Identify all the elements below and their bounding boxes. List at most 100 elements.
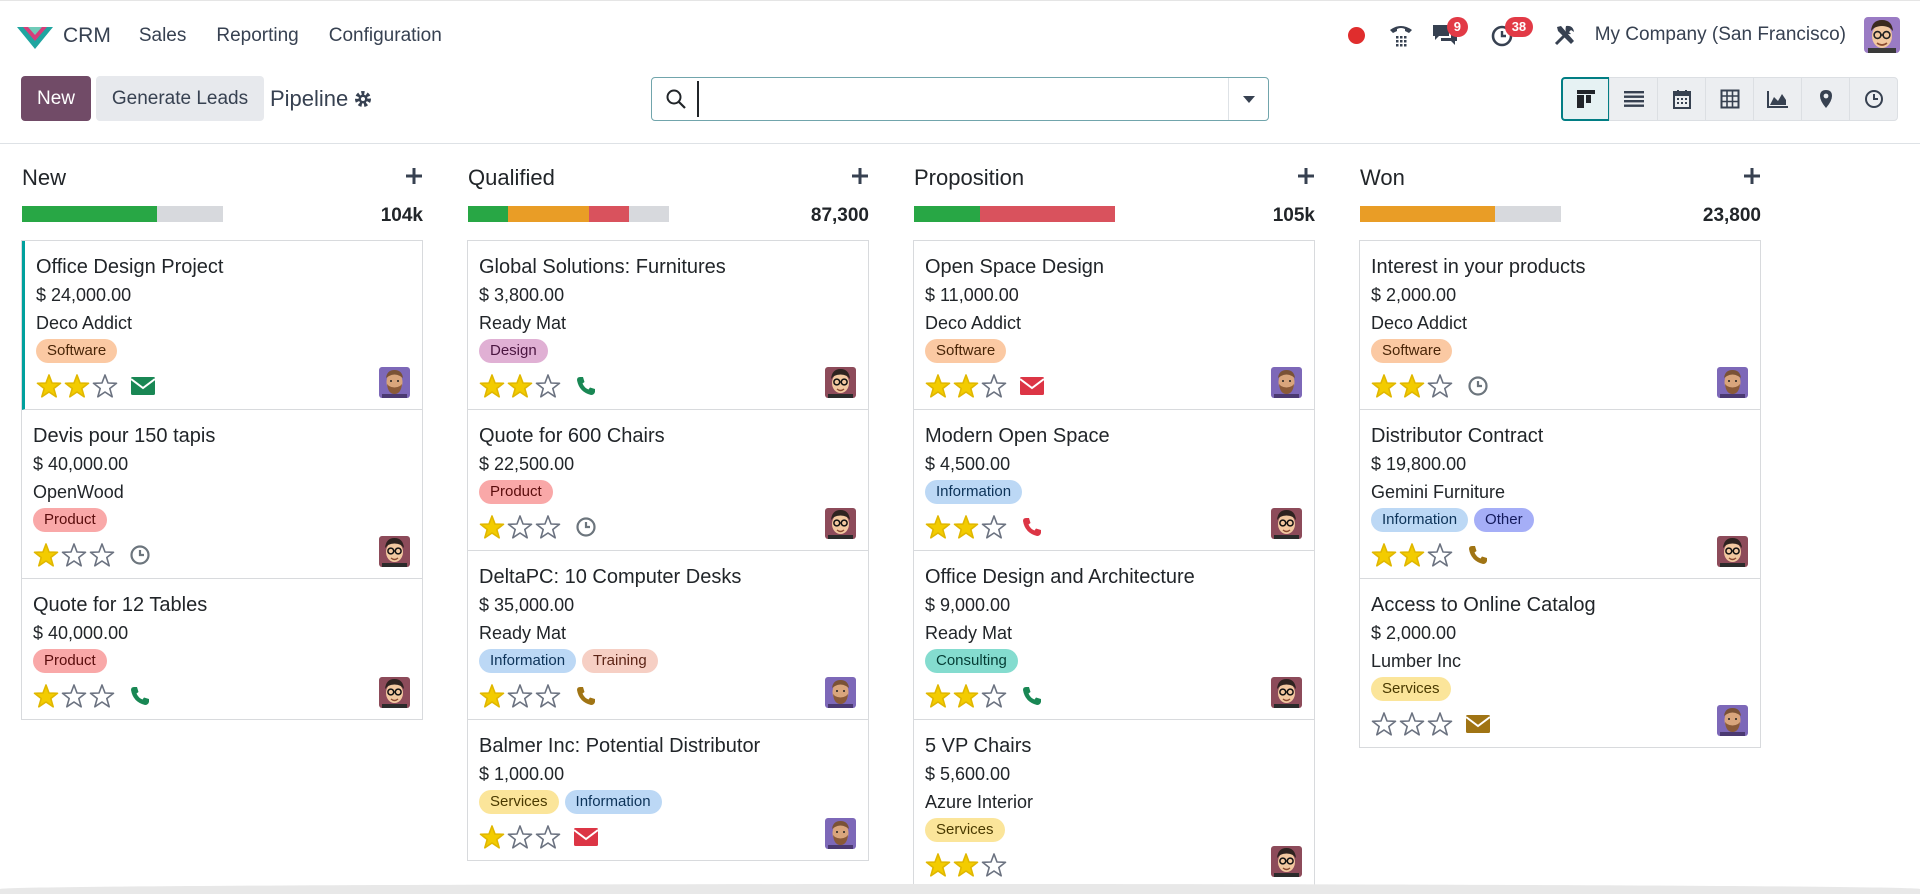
generate-leads-button[interactable]: Generate Leads xyxy=(96,76,264,121)
salesperson-avatar[interactable] xyxy=(1271,846,1302,877)
phone-icon[interactable] xyxy=(1019,683,1045,709)
star-empty-icon[interactable] xyxy=(89,683,115,709)
kanban-card[interactable]: Interest in your products $ 2,000.00 Deco … xyxy=(1360,241,1760,410)
star-filled-icon[interactable] xyxy=(1371,542,1397,568)
kanban-card[interactable]: Quote for 600 Chairs $ 22,500.00 Product xyxy=(468,410,868,551)
kanban-card[interactable]: Office Design and Architecture $ 9,000.00… xyxy=(914,551,1314,720)
voip-button[interactable] xyxy=(1381,15,1421,55)
email-icon[interactable] xyxy=(130,373,156,399)
column-progress-bar[interactable] xyxy=(468,206,669,222)
kanban-card[interactable]: 5 VP Chairs $ 5,600.00 Azure Interior Servi… xyxy=(914,720,1314,888)
view-graph-button[interactable] xyxy=(1753,77,1802,121)
star-empty-icon[interactable] xyxy=(507,824,533,850)
kanban-card[interactable]: Open Space Design $ 11,000.00 Deco Addict S… xyxy=(914,241,1314,410)
add-card-button[interactable] xyxy=(1743,167,1761,185)
view-activity-button[interactable] xyxy=(1849,77,1898,121)
star-filled-icon[interactable] xyxy=(33,542,59,568)
kanban-card[interactable]: Global Solutions: Furnitures $ 3,800.00 Re… xyxy=(468,241,868,410)
salesperson-avatar[interactable] xyxy=(1717,705,1748,736)
phone-icon[interactable] xyxy=(1465,542,1491,568)
progress-segment[interactable] xyxy=(914,206,981,222)
progress-segment[interactable] xyxy=(508,206,589,222)
star-filled-icon[interactable] xyxy=(1399,373,1425,399)
recording-indicator[interactable] xyxy=(1337,15,1377,55)
user-avatar[interactable] xyxy=(1864,17,1900,53)
star-filled-icon[interactable] xyxy=(953,852,979,878)
star-empty-icon[interactable] xyxy=(981,514,1007,540)
star-empty-icon[interactable] xyxy=(507,514,533,540)
email-icon[interactable] xyxy=(573,824,599,850)
star-filled-icon[interactable] xyxy=(1371,373,1397,399)
column-progress-bar[interactable] xyxy=(1360,206,1561,222)
star-empty-icon[interactable] xyxy=(1427,542,1453,568)
salesperson-avatar[interactable] xyxy=(825,367,856,398)
star-filled-icon[interactable] xyxy=(925,683,951,709)
star-empty-icon[interactable] xyxy=(1427,373,1453,399)
star-filled-icon[interactable] xyxy=(64,373,90,399)
star-filled-icon[interactable] xyxy=(479,373,505,399)
star-filled-icon[interactable] xyxy=(36,373,62,399)
menu-reporting[interactable]: Reporting xyxy=(216,24,299,46)
salesperson-avatar[interactable] xyxy=(825,818,856,849)
phone-icon[interactable] xyxy=(1019,514,1045,540)
kanban-card[interactable]: DeltaPC: 10 Computer Desks $ 35,000.00 Rea… xyxy=(468,551,868,720)
salesperson-avatar[interactable] xyxy=(825,508,856,539)
clock-icon[interactable] xyxy=(1465,373,1491,399)
salesperson-avatar[interactable] xyxy=(1271,677,1302,708)
star-filled-icon[interactable] xyxy=(1399,542,1425,568)
menu-configuration[interactable]: Configuration xyxy=(328,24,442,46)
column-progress-bar[interactable] xyxy=(914,206,1115,222)
search-input[interactable] xyxy=(697,81,1228,117)
view-calendar-button[interactable] xyxy=(1657,77,1706,121)
email-icon[interactable] xyxy=(1465,711,1491,737)
app-brand[interactable]: CRM xyxy=(17,21,111,51)
star-empty-icon[interactable] xyxy=(1399,711,1425,737)
salesperson-avatar[interactable] xyxy=(379,677,410,708)
star-filled-icon[interactable] xyxy=(925,514,951,540)
star-empty-icon[interactable] xyxy=(61,683,87,709)
star-empty-icon[interactable] xyxy=(61,542,87,568)
kanban-card[interactable]: Office Design Project $ 24,000.00 Deco Add… xyxy=(22,241,422,410)
search-options-toggle[interactable] xyxy=(1228,78,1268,120)
activities-button[interactable]: 38 xyxy=(1483,15,1534,55)
star-empty-icon[interactable] xyxy=(981,683,1007,709)
email-icon[interactable] xyxy=(1019,373,1045,399)
star-empty-icon[interactable] xyxy=(535,683,561,709)
progress-segment[interactable] xyxy=(468,206,509,222)
star-empty-icon[interactable] xyxy=(92,373,118,399)
kanban-card[interactable]: Distributor Contract $ 19,800.00 Gemini Fu… xyxy=(1360,410,1760,579)
star-filled-icon[interactable] xyxy=(507,373,533,399)
star-filled-icon[interactable] xyxy=(479,824,505,850)
star-empty-icon[interactable] xyxy=(981,373,1007,399)
progress-segment[interactable] xyxy=(1360,206,1495,222)
star-empty-icon[interactable] xyxy=(535,824,561,850)
progress-segment[interactable] xyxy=(588,206,629,222)
star-filled-icon[interactable] xyxy=(953,373,979,399)
star-filled-icon[interactable] xyxy=(479,514,505,540)
messages-button[interactable]: 9 xyxy=(1425,15,1468,55)
clock-icon[interactable] xyxy=(573,514,599,540)
view-pivot-button[interactable] xyxy=(1705,77,1754,121)
view-map-button[interactable] xyxy=(1801,77,1850,121)
view-kanban-button[interactable] xyxy=(1561,77,1610,121)
kanban-card[interactable]: Access to Online Catalog $ 2,000.00 Lumber… xyxy=(1360,579,1760,747)
star-filled-icon[interactable] xyxy=(479,683,505,709)
salesperson-avatar[interactable] xyxy=(825,677,856,708)
kanban-card[interactable]: Balmer Inc: Potential Distributor $ 1,000… xyxy=(468,720,868,860)
star-filled-icon[interactable] xyxy=(953,514,979,540)
clock-icon[interactable] xyxy=(127,542,153,568)
add-card-button[interactable] xyxy=(1297,167,1315,185)
progress-segment[interactable] xyxy=(980,206,1115,222)
star-empty-icon[interactable] xyxy=(535,514,561,540)
gear-icon[interactable] xyxy=(354,90,372,108)
salesperson-avatar[interactable] xyxy=(379,367,410,398)
add-card-button[interactable] xyxy=(405,167,423,185)
company-switcher[interactable]: My Company (San Francisco) xyxy=(1594,24,1846,45)
add-card-button[interactable] xyxy=(851,167,869,185)
kanban-card[interactable]: Quote for 12 Tables $ 40,000.00 Product xyxy=(22,579,422,719)
star-empty-icon[interactable] xyxy=(1371,711,1397,737)
salesperson-avatar[interactable] xyxy=(1717,536,1748,567)
kanban-card[interactable]: Modern Open Space $ 4,500.00 Information xyxy=(914,410,1314,551)
view-list-button[interactable] xyxy=(1609,77,1658,121)
star-filled-icon[interactable] xyxy=(953,683,979,709)
